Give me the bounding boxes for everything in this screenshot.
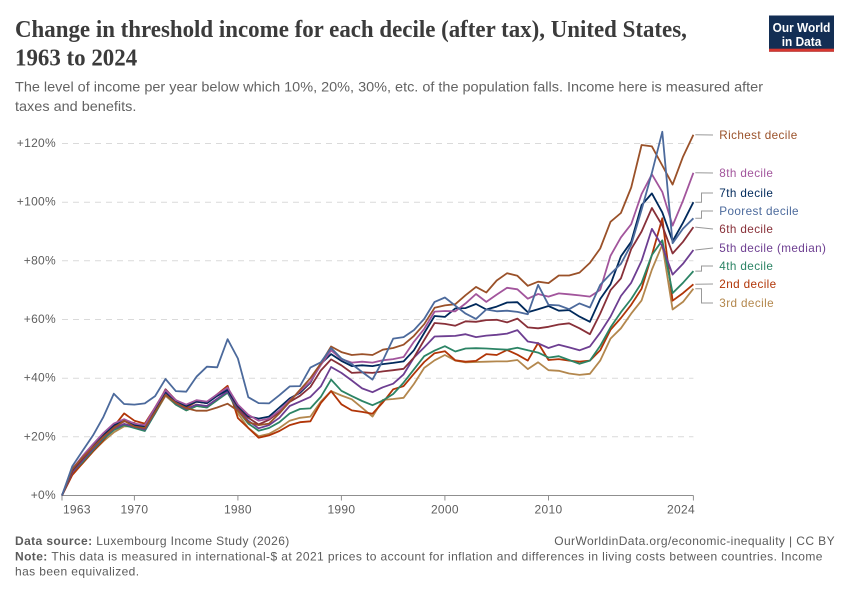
svg-text:Change in threshold income for: Change in threshold income for each deci… [15,17,687,44]
svg-text:1980: 1980 [224,503,252,517]
svg-text:+0%: +0% [31,488,56,502]
svg-text:+100%: +100% [17,195,56,209]
svg-text:1970: 1970 [120,503,148,517]
svg-text:has been equivalized.: has been equivalized. [15,565,140,579]
svg-text:5th decile (median): 5th decile (median) [719,242,826,255]
svg-text:+40%: +40% [24,371,56,385]
svg-text:+120%: +120% [17,136,56,150]
svg-text:taxes and benefits.: taxes and benefits. [15,99,136,115]
svg-text:8th decile: 8th decile [719,167,773,180]
svg-text:2000: 2000 [431,503,459,517]
svg-text:2nd decile: 2nd decile [719,278,776,291]
svg-text:OurWorldinData.org/economic-in: OurWorldinData.org/economic-inequality |… [554,534,835,548]
svg-text:1990: 1990 [327,503,355,517]
svg-text:7th decile: 7th decile [719,187,773,200]
svg-text:1963 to 2024: 1963 to 2024 [15,45,137,72]
svg-text:Data source: Luxembourg Income: Data source: Luxembourg Income Study (20… [15,534,290,548]
svg-text:+80%: +80% [24,253,56,267]
svg-text:Poorest decile: Poorest decile [719,205,799,218]
svg-text:in Data: in Data [782,35,822,49]
svg-text:2010: 2010 [535,503,563,517]
svg-text:Richest decile: Richest decile [719,129,797,142]
svg-text:+20%: +20% [24,429,56,443]
svg-text:3rd decile: 3rd decile [719,297,774,310]
svg-text:6th decile: 6th decile [719,223,773,236]
svg-text:The level of income per year b: The level of income per year below which… [15,80,763,96]
svg-text:2024: 2024 [667,503,695,517]
svg-text:1963: 1963 [63,503,91,517]
svg-text:Note: This data is measured in: Note: This data is measured in internati… [15,550,823,564]
svg-text:+60%: +60% [24,312,56,326]
svg-text:4th decile: 4th decile [719,260,773,273]
svg-text:Our World: Our World [773,21,831,35]
